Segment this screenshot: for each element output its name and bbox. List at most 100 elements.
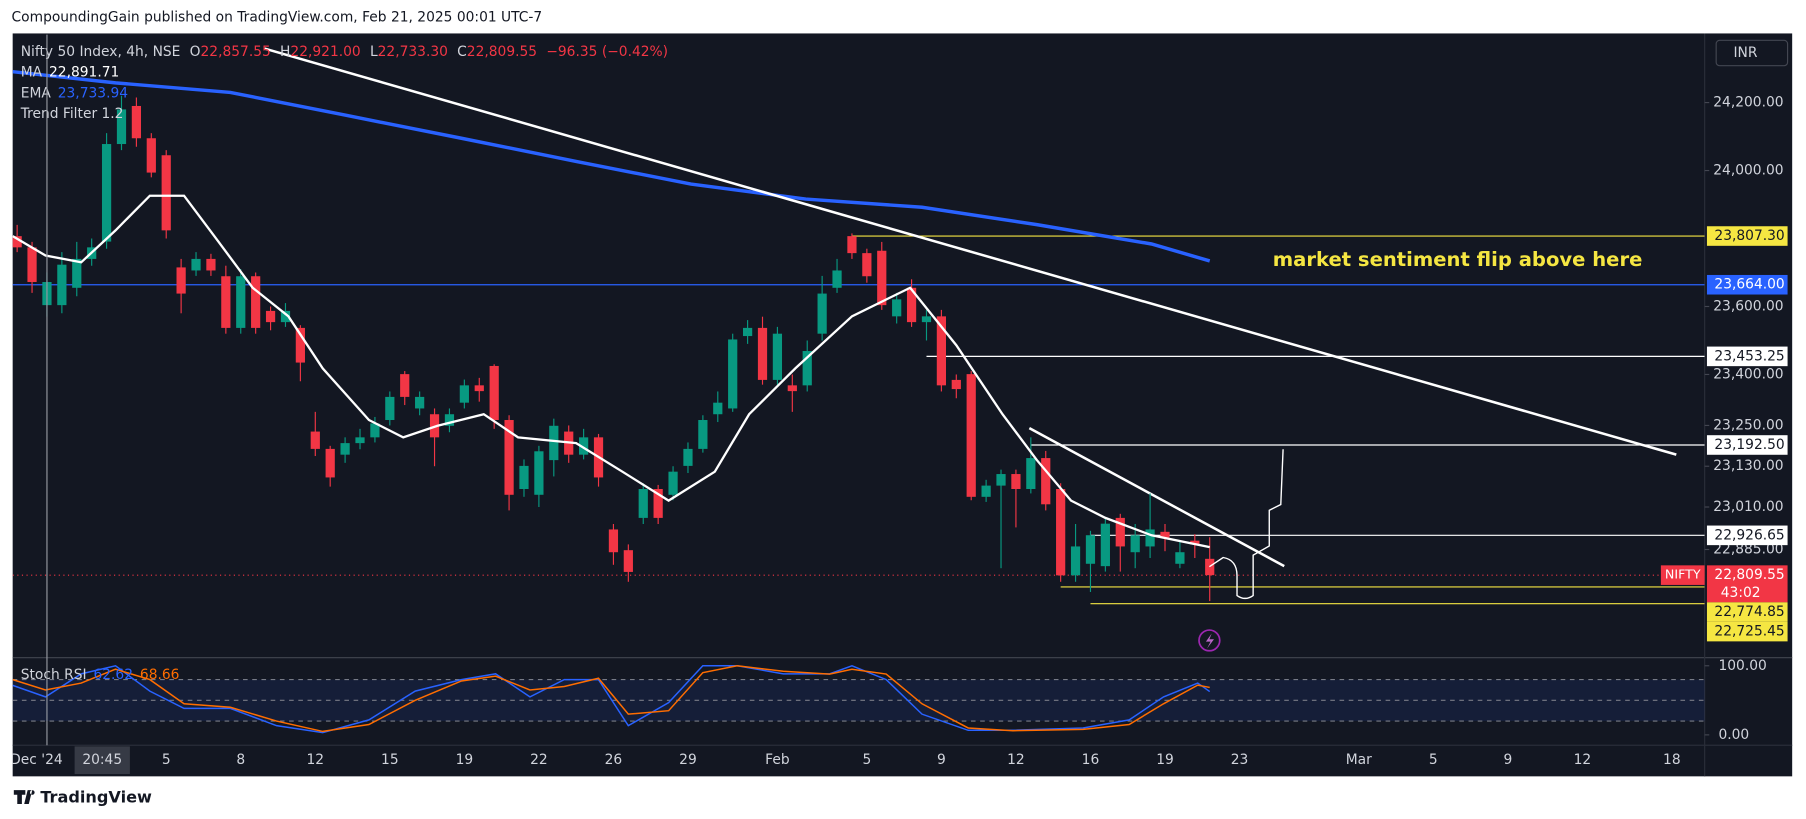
x-tick-label: 18 — [1663, 752, 1681, 768]
x-tick-label: 8 — [236, 752, 245, 768]
candle-body — [27, 247, 37, 283]
currency-button[interactable] — [1715, 39, 1789, 67]
symbol-box — [1660, 565, 1705, 585]
time-axis: 0 Dec '24 5 8 12 15 19 22 26 29 Feb 5 9 12 16 19 23 Mar 5… — [0, 752, 1681, 768]
candle-body — [1100, 523, 1110, 567]
candle-body — [951, 379, 961, 390]
candle-body — [698, 420, 708, 449]
candle-body — [221, 276, 231, 328]
candle-body — [504, 420, 514, 495]
legend-value: 62.62 — [93, 667, 133, 683]
price-axis: 24,200.00 24,000.00 23,600.00 23,400.00 23,2… — [1660, 95, 1788, 743]
ohlc-value: 22,921.00 — [290, 44, 360, 60]
candle-body — [251, 276, 261, 328]
candle-body — [1190, 540, 1200, 545]
candle-body — [921, 316, 932, 323]
x-tick-label: 0 Dec '24 — [0, 752, 63, 768]
candle-body — [802, 351, 812, 386]
candle-body — [847, 236, 857, 254]
x-tick-label: 5 — [1429, 752, 1438, 768]
candle-body — [519, 465, 529, 490]
candle-body — [772, 333, 783, 380]
brand-logo — [13, 790, 35, 804]
level-label: 23,664.00 — [1714, 277, 1784, 293]
level-label-box — [1706, 621, 1788, 642]
trendline — [264, 47, 1677, 456]
crosshair-time-box — [74, 746, 130, 775]
alert-icon[interactable] — [1198, 629, 1221, 652]
x-tick-label: Mar — [1346, 752, 1372, 768]
candle-body — [1085, 535, 1096, 564]
annotation: market sentiment flip above here — [1273, 248, 1643, 271]
candle-body — [176, 267, 186, 294]
x-tick-label: 5 — [862, 752, 871, 768]
y-tick-label: 24,000.00 — [1713, 163, 1783, 179]
ohlc-key: C — [457, 44, 467, 60]
chart-background — [12, 33, 1793, 777]
candle-body — [1115, 517, 1125, 547]
candle-body — [146, 138, 156, 173]
candle-body — [161, 155, 171, 231]
stoch-legend[interactable]: Stoch RSI 62.62 68.66 — [21, 667, 180, 683]
level-label-box — [1706, 602, 1788, 622]
candle-body — [12, 236, 22, 248]
x-tick-label: Feb — [765, 752, 790, 768]
candle-body — [966, 374, 976, 497]
symbol-label: NIFTY — [1665, 567, 1701, 582]
candle-body — [400, 374, 410, 397]
candle-body — [653, 489, 663, 518]
candle-body — [713, 402, 723, 415]
x-tick-label: 12 — [306, 752, 324, 768]
candle-body — [1056, 489, 1066, 576]
x-tick-label: 16 — [1082, 752, 1100, 768]
candle-body — [489, 365, 499, 421]
stoch-area — [12, 664, 1705, 734]
candle-body — [444, 414, 455, 426]
level-label: 23,453.25 — [1714, 348, 1784, 364]
last-price-box — [1706, 565, 1788, 603]
candle-body — [310, 431, 320, 449]
candle-body — [385, 396, 395, 421]
candle-body — [265, 310, 276, 323]
candle-body — [206, 258, 216, 271]
candle-body — [579, 437, 589, 455]
legend-value: 23,733.94 — [58, 85, 129, 101]
candle-body — [757, 327, 768, 380]
candle-body — [683, 448, 693, 466]
candle-body — [1145, 529, 1155, 547]
x-tick-label: 12 — [1007, 752, 1025, 768]
legend-name: MA — [21, 65, 43, 81]
level-label: 23,807.30 — [1714, 228, 1784, 244]
level-label-box — [1706, 346, 1788, 367]
x-tick-label: 19 — [1156, 752, 1174, 768]
candle-body — [936, 316, 946, 386]
x-tick-label: 9 — [1503, 752, 1512, 768]
candle-body — [787, 385, 797, 392]
ohlc-value: 22,857.55 — [201, 44, 271, 60]
candle-body — [1041, 458, 1051, 505]
ema-legend[interactable]: EMA 23,733.94 — [21, 85, 129, 101]
candle-body — [742, 327, 753, 337]
countdown-label: 43:02 — [1721, 585, 1761, 601]
candle-body — [877, 250, 887, 306]
candle-body — [1011, 474, 1021, 490]
candle-body — [295, 327, 305, 363]
x-tick-label: 15 — [381, 752, 399, 768]
candle-body — [1160, 531, 1170, 538]
symbol-title: Nifty 50 Index, 4h, NSE — [21, 44, 181, 60]
ohlc-key: H — [280, 44, 290, 60]
y-tick-label: 23,600.00 — [1713, 298, 1783, 314]
y-tick-label: 23,250.00 — [1713, 417, 1783, 433]
candle-body — [101, 144, 112, 242]
trend-filter-legend[interactable]: Trend Filter 1.2 — [20, 106, 124, 122]
y-tick-label: 22,885.00 — [1713, 541, 1783, 557]
ohlc-key: O — [190, 44, 201, 60]
x-tick-label: 22 — [530, 752, 548, 768]
ma-legend[interactable]: MA 22,891.71 — [21, 65, 120, 81]
ohlc-value: 22,733.30 — [378, 44, 448, 60]
candle-body — [623, 550, 633, 572]
candle-body — [832, 270, 842, 288]
candle-body — [355, 437, 365, 444]
level-label-box — [1706, 435, 1788, 455]
